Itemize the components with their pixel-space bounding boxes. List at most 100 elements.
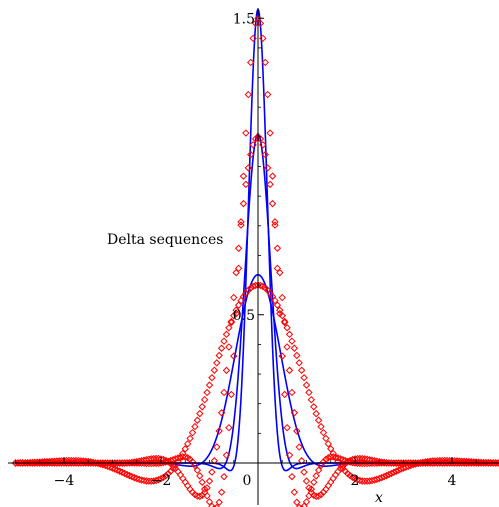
series-markers-4 [11,133,499,501]
data-point [280,317,289,326]
data-point [305,388,313,397]
data-point [21,459,29,467]
data-point [426,459,434,467]
data-point [377,473,386,482]
data-point [45,459,54,467]
data-point [307,395,316,404]
data-point [43,459,51,467]
data-point [319,458,328,466]
data-point [225,423,233,432]
data-point [94,459,102,467]
data-point [356,454,364,463]
data-point [489,459,497,467]
data-point [135,459,143,467]
data-point [205,381,214,389]
data-point [290,344,299,352]
data-point [302,381,311,389]
data-point [191,422,199,431]
chart-annotation: Delta sequences [107,232,223,248]
data-point [205,477,214,485]
data-point [356,459,364,468]
data-point [65,459,73,467]
data-point [242,180,250,189]
data-point [111,459,119,467]
axes-layer [8,8,499,505]
data-point [457,459,466,467]
data-point [380,459,388,467]
data-point [487,459,495,467]
data-point [477,459,485,467]
data-point [317,490,325,499]
data-point [242,129,250,137]
data-point [283,343,291,351]
data-point [137,459,146,467]
data-point [213,443,221,451]
data-point [69,459,78,467]
data-point [421,459,430,467]
data-point [385,459,393,467]
x-tick-label: 2 [351,473,360,489]
data-point [288,388,296,397]
data-point [424,459,432,467]
series-line-2 [15,7,499,472]
data-point [331,453,340,461]
data-point [288,472,296,481]
data-point [314,416,323,424]
data-point [183,440,192,448]
origin-label: 0 [243,473,252,489]
data-point [16,459,25,467]
data-point [484,459,493,467]
data-point [142,477,151,485]
data-point [113,459,122,467]
data-point [227,390,236,399]
data-point [392,467,400,475]
data-point [33,459,42,467]
data-point [443,459,451,467]
data-point [106,459,114,467]
data-point [222,451,231,459]
data-point [196,409,204,418]
data-point [300,468,308,476]
data-point [273,264,282,273]
data-point [232,309,240,318]
data-point [77,459,85,467]
data-point [339,462,347,470]
series-layer [11,7,499,507]
data-point [244,164,253,172]
data-point [89,459,97,467]
data-point [220,388,228,397]
data-point [259,141,267,149]
data-point [193,466,202,474]
data-point [215,351,223,360]
data-point [217,409,226,417]
data-point [91,459,100,467]
data-point [441,459,449,467]
data-point [433,459,442,467]
data-point [179,453,187,461]
data-point [200,485,209,493]
data-point [159,473,168,482]
data-point [11,459,20,467]
data-point [263,90,272,99]
data-point [181,445,189,453]
data-point [363,459,371,468]
data-point [329,474,337,483]
data-point [375,459,383,467]
data-point [310,478,318,486]
data-point [271,296,279,305]
data-point [120,459,129,467]
data-point [409,459,417,467]
data-point [230,293,238,302]
data-point [416,459,425,467]
data-point [460,459,468,467]
data-point [116,459,124,467]
series-line-0 [15,273,499,467]
data-point [200,395,209,404]
data-point [23,459,32,467]
data-point [387,469,396,478]
data-point [310,403,318,411]
data-point [210,366,219,374]
data-point [220,472,228,481]
data-point [491,459,499,467]
data-point [380,472,388,481]
